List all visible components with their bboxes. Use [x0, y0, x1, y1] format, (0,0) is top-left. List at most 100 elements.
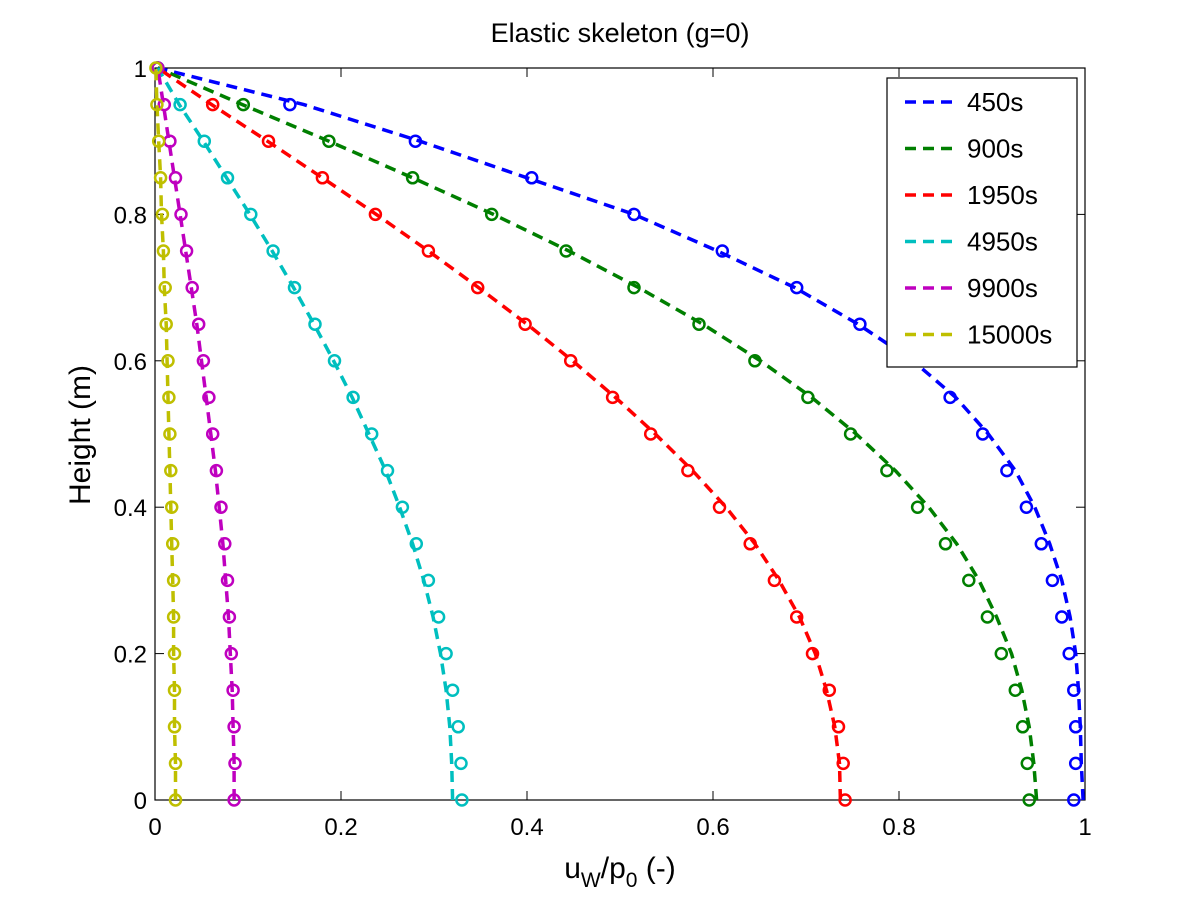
- data-point: [315, 171, 330, 185]
- data-point: [166, 610, 181, 624]
- y-tick-label: 0.2: [114, 642, 147, 669]
- series-line: [154, 67, 178, 800]
- data-point: [938, 537, 953, 551]
- data-point: [220, 573, 235, 588]
- data-point: [197, 134, 212, 148]
- data-point: [1067, 683, 1081, 697]
- data-point: [524, 171, 539, 185]
- data-point: [196, 354, 211, 368]
- data-point: [451, 720, 465, 734]
- data-point: [801, 390, 815, 405]
- x-axis-label-subscript-0: 0: [626, 869, 638, 892]
- data-point: [165, 537, 180, 551]
- x-tick-label: 0.4: [510, 814, 543, 841]
- data-point: [168, 171, 183, 185]
- data-point: [1008, 683, 1023, 697]
- data-point: [748, 354, 762, 368]
- data-point: [226, 683, 240, 697]
- data-point: [380, 463, 395, 478]
- data-point: [563, 354, 578, 368]
- x-axis-label-mid: /p: [601, 852, 626, 885]
- data-point: [150, 97, 164, 112]
- data-point: [767, 573, 782, 588]
- chart-title: Elastic skeleton (g=0): [491, 18, 750, 48]
- x-tick-label: 0.8: [882, 814, 915, 841]
- data-point: [167, 720, 182, 734]
- y-tick-label: 1: [134, 56, 147, 83]
- data-point: [1019, 500, 1034, 514]
- legend-entry: 1950s: [967, 180, 1038, 210]
- data-point: [164, 500, 179, 514]
- data-point: [220, 171, 235, 185]
- data-point: [346, 390, 360, 405]
- data-point: [1068, 720, 1083, 734]
- data-point: [405, 171, 420, 185]
- x-axis-label: uW/p0 (-): [564, 852, 676, 892]
- data-point: [1034, 537, 1049, 551]
- data-point: [266, 244, 280, 258]
- data-point: [159, 317, 173, 331]
- data-point: [308, 317, 322, 331]
- data-point: [408, 134, 423, 148]
- y-tick-label: 0.6: [114, 349, 147, 376]
- data-point: [167, 683, 182, 697]
- data-point: [261, 134, 276, 148]
- data-point: [191, 317, 206, 331]
- data-point: [153, 171, 168, 185]
- data-point: [1022, 793, 1036, 807]
- data-point: [822, 683, 837, 697]
- data-point: [789, 280, 804, 295]
- data-point: [327, 354, 342, 368]
- data-point: [151, 134, 166, 148]
- data-point: [1062, 646, 1076, 661]
- data-point: [227, 720, 241, 734]
- legend-entry: 900s: [967, 134, 1023, 164]
- legend-box: [886, 77, 1078, 368]
- data-point: [162, 390, 176, 405]
- data-point: [980, 610, 995, 624]
- y-tick-label: 0.4: [114, 495, 147, 522]
- x-tick-label: 0.6: [696, 814, 729, 841]
- data-point: [1067, 793, 1081, 807]
- data-point: [236, 97, 251, 112]
- data-point: [166, 573, 181, 588]
- data-point: [627, 280, 641, 295]
- data-point: [202, 390, 216, 405]
- data-point: [627, 207, 641, 222]
- x-tick-label: 0.2: [324, 814, 357, 841]
- data-point: [205, 97, 220, 112]
- data-point: [843, 427, 858, 441]
- data-point: [205, 427, 220, 441]
- data-point: [163, 427, 177, 441]
- data-point: [431, 610, 446, 624]
- x-axis-label-subscript-w: W: [581, 869, 601, 892]
- data-point: [943, 390, 957, 405]
- data-point: [712, 500, 727, 514]
- data-point: [209, 463, 224, 478]
- data-point: [168, 756, 183, 771]
- data-point: [421, 244, 436, 258]
- data-point: [179, 244, 194, 258]
- data-point: [287, 280, 302, 295]
- series-line: [156, 67, 455, 801]
- y-tick-label: 0.8: [114, 202, 147, 229]
- data-point: [838, 793, 852, 807]
- data-point: [836, 756, 850, 771]
- data-point: [227, 793, 241, 807]
- data-point: [1045, 573, 1060, 588]
- data-point: [244, 207, 258, 222]
- data-point: [322, 134, 336, 148]
- data-point: [559, 244, 573, 258]
- data-point: [470, 280, 485, 295]
- data-point: [218, 537, 232, 551]
- y-tick-label: 0: [134, 788, 147, 815]
- legend-entry: 450s: [967, 87, 1023, 117]
- data-point: [692, 317, 706, 331]
- x-axis-label-main: u: [564, 852, 581, 885]
- data-point: [715, 244, 730, 258]
- data-point: [185, 280, 199, 295]
- data-point: [454, 756, 468, 771]
- data-point: [518, 317, 532, 331]
- data-point: [228, 756, 242, 771]
